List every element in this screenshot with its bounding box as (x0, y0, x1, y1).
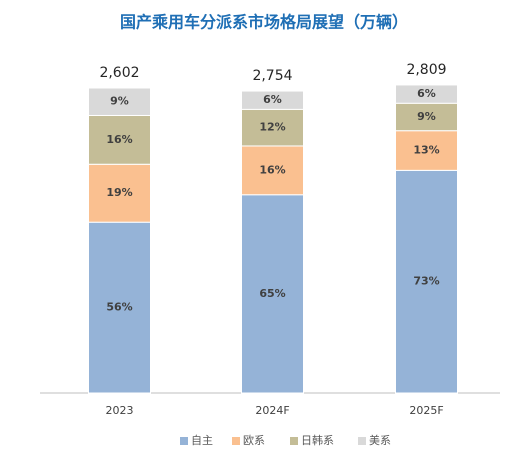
total-label: 2,602 (99, 65, 139, 81)
data-label: 16% (259, 163, 285, 176)
legend-label: 欧系 (243, 434, 265, 447)
chart-title: 国产乘用车分派系市场格局展望（万辆） (120, 13, 408, 32)
legend-label: 美系 (369, 434, 391, 447)
bar-segment (395, 102, 458, 132)
bar-segment (88, 87, 151, 116)
bar-segment (241, 90, 304, 110)
data-label: 19% (106, 186, 132, 199)
bar-segment (395, 84, 458, 104)
data-label: 6% (417, 87, 436, 100)
bar-segment (88, 221, 151, 394)
legend-swatch (358, 437, 366, 445)
bar-segment (395, 130, 458, 171)
data-label: 9% (110, 95, 129, 108)
x-tick-label: 2025F (409, 404, 443, 417)
bar-segment (241, 145, 304, 196)
legend-label: 日韩系 (301, 433, 334, 447)
data-label: 12% (259, 121, 285, 134)
data-label: 13% (413, 144, 439, 157)
legend-label: 自主 (191, 434, 213, 447)
x-tick-label: 2023 (106, 404, 134, 417)
bar-segment (241, 108, 304, 147)
data-label: 56% (106, 301, 132, 314)
x-tick-label: 2024F (255, 404, 289, 417)
data-label: 16% (106, 133, 132, 146)
bar-segment (395, 169, 458, 394)
legend-swatch (232, 437, 240, 445)
total-label: 2,809 (406, 62, 446, 78)
data-label: 73% (413, 275, 439, 288)
legend-swatch (180, 437, 188, 445)
legend-swatch (290, 437, 298, 445)
data-label: 9% (417, 110, 436, 123)
total-label: 2,754 (252, 68, 292, 84)
data-label: 6% (263, 93, 282, 106)
bar-segment (241, 194, 304, 394)
bar-segment (88, 163, 151, 223)
data-label: 65% (259, 287, 285, 300)
